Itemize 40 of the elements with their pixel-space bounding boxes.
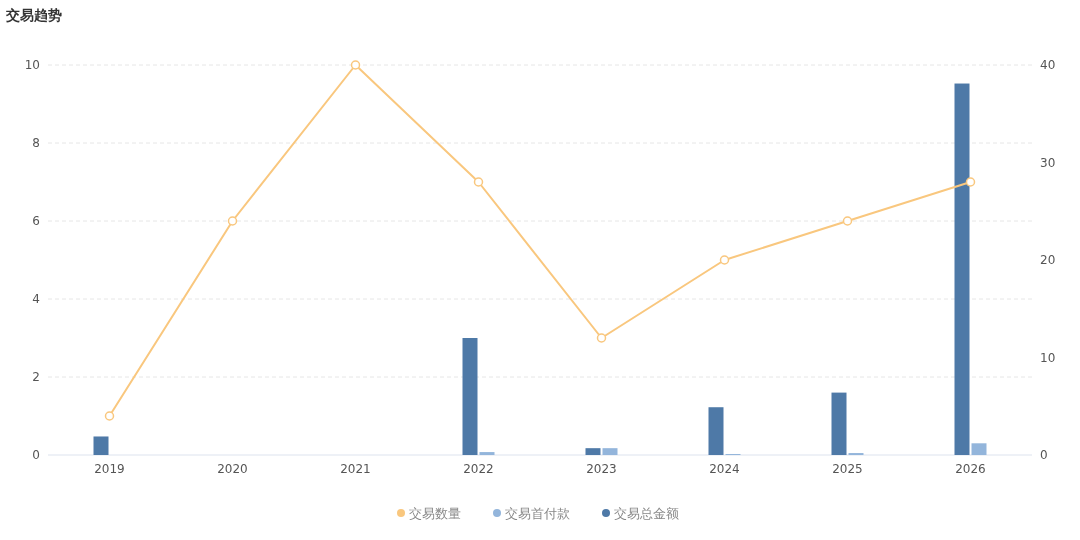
- point: [842, 216, 853, 226]
- chart-title: 交易趋势: [5, 7, 62, 23]
- y2-tick-label: 30: [1040, 155, 1056, 170]
- x-tick-label: 2019: [94, 462, 125, 476]
- bar: [602, 448, 618, 455]
- y2-tick-label: 40: [1040, 58, 1056, 72]
- point: [350, 60, 361, 70]
- y-tick-label: 6: [32, 214, 40, 228]
- legend-label: 交易首付款: [505, 506, 570, 521]
- point: [596, 333, 607, 343]
- point: [227, 216, 238, 226]
- x-tick-label: 2022: [463, 462, 494, 476]
- legend-label: 交易数量: [409, 506, 461, 521]
- y2-tick-label: 0: [1040, 448, 1048, 462]
- legend-label: 交易总金额: [614, 506, 679, 521]
- x-tick-label: 2025: [832, 462, 863, 476]
- bar: [93, 436, 109, 455]
- bar: [831, 392, 847, 455]
- y2-tick-label: 10: [1040, 350, 1056, 365]
- y-tick-label: 8: [32, 136, 40, 150]
- point: [965, 177, 976, 187]
- y-tick-label: 4: [32, 292, 40, 306]
- point: [719, 255, 730, 265]
- bar: [479, 452, 495, 455]
- x-tick-label: 2026: [955, 462, 986, 476]
- x-tick-label: 2023: [586, 462, 617, 476]
- bar: [708, 407, 724, 455]
- y-tick-label: 2: [32, 370, 40, 384]
- x-tick-label: 2021: [340, 462, 371, 476]
- x-tick-label: 2020: [217, 462, 248, 476]
- bar: [954, 83, 970, 455]
- x-tick-label: 2024: [709, 462, 740, 476]
- bar: [971, 443, 987, 455]
- y2-tick-label: 20: [1040, 253, 1056, 267]
- point: [473, 177, 484, 187]
- y-tick-label: 0: [32, 448, 40, 462]
- point: [104, 411, 115, 421]
- y-tick-label: 10: [24, 58, 40, 72]
- bar: [585, 448, 601, 455]
- bar: [462, 338, 478, 455]
